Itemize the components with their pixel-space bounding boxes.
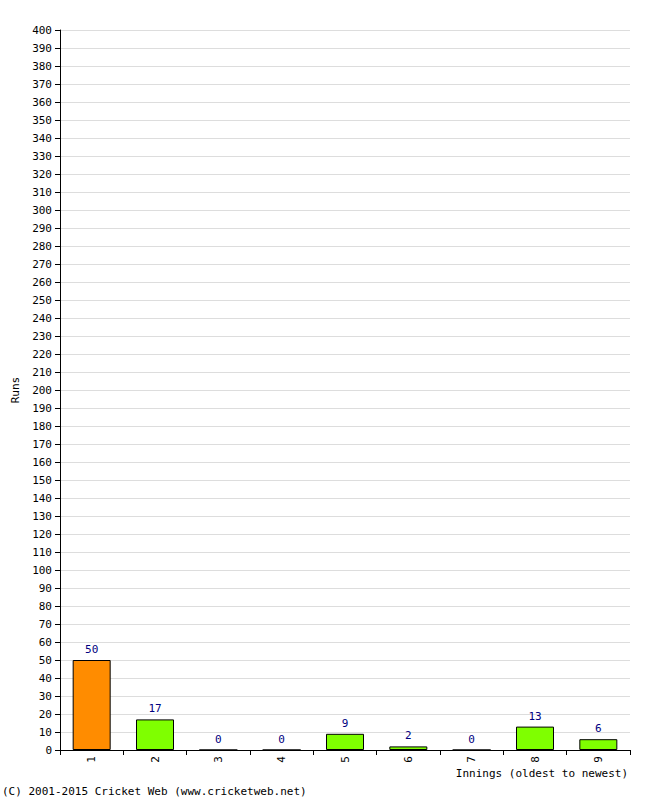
svg-text:70: 70 bbox=[39, 618, 52, 631]
svg-text:190: 190 bbox=[32, 402, 52, 415]
svg-text:(C) 2001-2015 Cricket Web (www: (C) 2001-2015 Cricket Web (www.cricketwe… bbox=[2, 785, 307, 798]
svg-text:360: 360 bbox=[32, 96, 52, 109]
svg-text:370: 370 bbox=[32, 78, 52, 91]
svg-text:150: 150 bbox=[32, 474, 52, 487]
svg-text:270: 270 bbox=[32, 258, 52, 271]
svg-text:13: 13 bbox=[528, 710, 541, 723]
svg-text:60: 60 bbox=[39, 636, 52, 649]
svg-text:320: 320 bbox=[32, 168, 52, 181]
svg-text:7: 7 bbox=[465, 756, 478, 763]
svg-text:30: 30 bbox=[39, 690, 52, 703]
svg-text:200: 200 bbox=[32, 384, 52, 397]
svg-text:290: 290 bbox=[32, 222, 52, 235]
svg-text:110: 110 bbox=[32, 546, 52, 559]
svg-text:4: 4 bbox=[275, 756, 288, 763]
svg-text:120: 120 bbox=[32, 528, 52, 541]
svg-text:210: 210 bbox=[32, 366, 52, 379]
svg-text:170: 170 bbox=[32, 438, 52, 451]
svg-text:0: 0 bbox=[215, 733, 222, 746]
svg-text:50: 50 bbox=[85, 643, 98, 656]
svg-text:220: 220 bbox=[32, 348, 52, 361]
svg-text:8: 8 bbox=[529, 756, 542, 763]
svg-text:90: 90 bbox=[39, 582, 52, 595]
svg-text:17: 17 bbox=[148, 702, 161, 715]
svg-text:1: 1 bbox=[85, 756, 98, 763]
svg-text:40: 40 bbox=[39, 672, 52, 685]
svg-text:390: 390 bbox=[32, 42, 52, 55]
svg-text:6: 6 bbox=[402, 756, 415, 763]
svg-text:240: 240 bbox=[32, 312, 52, 325]
svg-text:340: 340 bbox=[32, 132, 52, 145]
svg-text:100: 100 bbox=[32, 564, 52, 577]
svg-text:260: 260 bbox=[32, 276, 52, 289]
svg-text:300: 300 bbox=[32, 204, 52, 217]
svg-text:2: 2 bbox=[149, 756, 162, 763]
svg-text:9: 9 bbox=[342, 717, 349, 730]
svg-text:Runs: Runs bbox=[9, 377, 22, 404]
svg-text:400: 400 bbox=[32, 24, 52, 37]
svg-text:230: 230 bbox=[32, 330, 52, 343]
svg-text:0: 0 bbox=[278, 733, 285, 746]
svg-text:250: 250 bbox=[32, 294, 52, 307]
svg-text:380: 380 bbox=[32, 60, 52, 73]
svg-text:160: 160 bbox=[32, 456, 52, 469]
svg-text:3: 3 bbox=[212, 756, 225, 763]
svg-text:20: 20 bbox=[39, 708, 52, 721]
svg-text:5: 5 bbox=[339, 756, 352, 763]
svg-text:80: 80 bbox=[39, 600, 52, 613]
svg-text:0: 0 bbox=[468, 733, 475, 746]
svg-text:10: 10 bbox=[39, 726, 52, 739]
svg-text:130: 130 bbox=[32, 510, 52, 523]
svg-text:330: 330 bbox=[32, 150, 52, 163]
svg-text:2: 2 bbox=[405, 729, 412, 742]
svg-text:0: 0 bbox=[45, 744, 52, 757]
svg-text:350: 350 bbox=[32, 114, 52, 127]
svg-text:6: 6 bbox=[595, 722, 602, 735]
svg-text:140: 140 bbox=[32, 492, 52, 505]
svg-text:9: 9 bbox=[592, 756, 605, 763]
svg-text:50: 50 bbox=[39, 654, 52, 667]
svg-text:180: 180 bbox=[32, 420, 52, 433]
svg-text:Innings (oldest to newest): Innings (oldest to newest) bbox=[456, 767, 628, 780]
svg-text:280: 280 bbox=[32, 240, 52, 253]
svg-text:310: 310 bbox=[32, 186, 52, 199]
